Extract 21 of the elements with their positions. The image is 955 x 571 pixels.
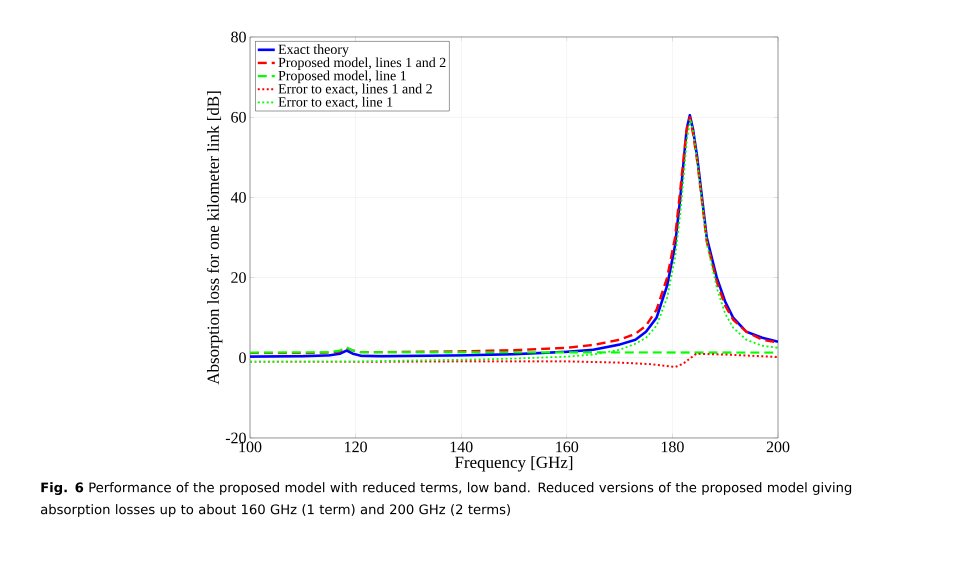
legend-label: Error to exact, line 1 bbox=[278, 96, 392, 109]
x-tick-label: 100 bbox=[239, 442, 262, 452]
y-tick-label: -20 bbox=[226, 432, 246, 444]
y-tick-label: 0 bbox=[239, 352, 246, 364]
x-tick-label: 160 bbox=[556, 442, 578, 452]
legend-label: Error to exact, lines 1 and 2 bbox=[278, 84, 432, 96]
legend-label: Proposed model, line 1 bbox=[278, 70, 406, 84]
y-tick-label: 40 bbox=[230, 192, 246, 203]
legend-label: Proposed model, lines 1 and 2 bbox=[278, 57, 446, 70]
y-tick-label: 60 bbox=[231, 112, 246, 123]
y-tick-label: 80 bbox=[231, 32, 246, 42]
y-tick-label: 20 bbox=[231, 272, 246, 283]
x-tick-label: 180 bbox=[662, 442, 684, 452]
y-axis-title: Absorption loss for one kilometer link [dB] bbox=[206, 92, 222, 385]
x-tick-label: 200 bbox=[766, 442, 790, 452]
x-tick-label: 140 bbox=[450, 442, 473, 452]
x-tick-label: 120 bbox=[345, 442, 367, 452]
text: Fig. 6 Performance of the proposed model with reduced terms, low band. Reduced versions of the proposed model giving absorption losses up to about 160 GHz (1 term) and 200 GHz (2 terms) bbox=[41, 482, 852, 517]
line-series bbox=[250, 352, 778, 368]
legend-label: Exact theory bbox=[278, 44, 349, 57]
x-axis-title: Frequency [GHz] bbox=[455, 456, 572, 472]
